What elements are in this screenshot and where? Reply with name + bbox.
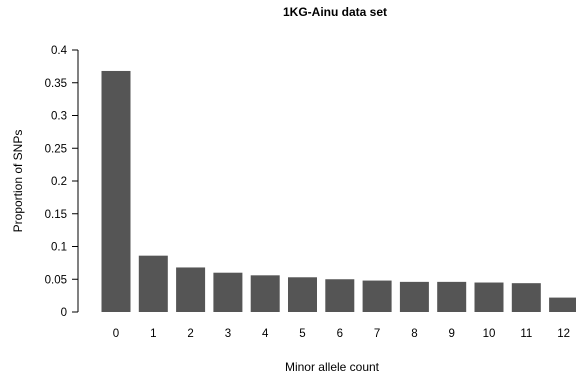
y-axis-label: Proportion of SNPs xyxy=(11,130,25,233)
bar-4 xyxy=(250,275,280,312)
bar-1 xyxy=(138,255,168,312)
bar-9 xyxy=(437,281,467,312)
bar-0 xyxy=(101,70,131,313)
bars xyxy=(101,70,576,313)
y-tick-label: 0.25 xyxy=(45,143,67,155)
bar-10 xyxy=(474,282,504,312)
bar-2 xyxy=(176,267,206,312)
y-tick-label: 0.15 xyxy=(45,209,67,221)
y-tick-label: 0.2 xyxy=(51,176,67,188)
bar-6 xyxy=(325,279,355,312)
bar-12 xyxy=(549,297,576,312)
x-tick-label: 7 xyxy=(374,328,380,340)
y-axis: 0 0.05 0.1 0.15 0.2 0.25 0.3 0.35 0.4 xyxy=(45,45,79,319)
x-axis-tick-labels: 0 1 2 3 4 5 6 7 8 9 10 11 12 xyxy=(113,328,570,340)
bar-5 xyxy=(288,277,317,312)
y-tick-label: 0 xyxy=(61,307,67,319)
x-tick-label: 3 xyxy=(225,328,231,340)
x-tick-label: 12 xyxy=(557,328,570,340)
bar-3 xyxy=(213,272,243,312)
x-tick-label: 1 xyxy=(150,328,156,340)
x-tick-label: 10 xyxy=(483,328,496,340)
x-tick-label: 11 xyxy=(520,328,532,340)
x-tick-label: 4 xyxy=(262,328,269,340)
y-tick-label: 0.35 xyxy=(45,78,67,90)
x-tick-label: 9 xyxy=(448,328,454,340)
y-tick-label: 0.4 xyxy=(51,45,68,57)
chart-title: 1KG-Ainu data set xyxy=(283,5,387,19)
y-tick-label: 0.1 xyxy=(51,242,67,254)
y-tick-label: 0.05 xyxy=(45,274,67,286)
x-tick-label: 6 xyxy=(337,328,343,340)
x-tick-label: 0 xyxy=(113,328,119,340)
x-tick-label: 8 xyxy=(411,328,417,340)
bar-7 xyxy=(362,280,392,312)
y-tick-label: 0.3 xyxy=(51,111,67,123)
x-axis-label: Minor allele count xyxy=(285,360,380,374)
bar-8 xyxy=(399,281,429,312)
x-tick-label: 5 xyxy=(299,328,305,340)
x-tick-label: 2 xyxy=(187,328,193,340)
bar-11 xyxy=(511,283,541,312)
